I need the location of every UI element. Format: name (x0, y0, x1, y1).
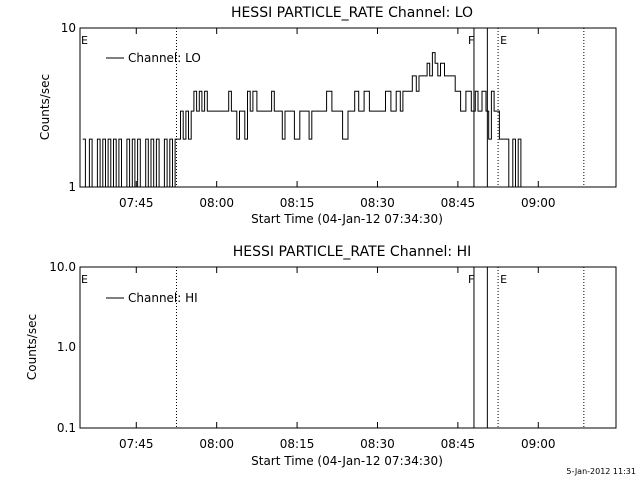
xtick-label-hi-4: 08:45 (441, 437, 476, 451)
ytick-hi-10-0: 10.0 (49, 260, 76, 274)
xtick-label-hi-5: 09:00 (521, 437, 556, 451)
ylabel-lo: Counts/sec (38, 74, 52, 140)
xtick-label-hi-1: 08:00 (199, 437, 234, 451)
xtick-label-lo-4: 08:45 (441, 196, 476, 210)
xtick-label-hi-2: 08:15 (280, 437, 315, 451)
ytick-lo-10: 10 (61, 21, 76, 35)
ytick-lo-1: 1 (68, 180, 76, 194)
series-line-lo (82, 52, 528, 188)
xtick-group-lo: 07:45 08:00 08:15 08:30 08:45 09:00 (119, 28, 556, 210)
ylabel-hi: Counts/sec (25, 314, 39, 380)
xlabel-hi: Start Time (04-Jan-12 07:34:30) (251, 454, 443, 468)
xtick-label-lo-0: 07:45 (119, 196, 154, 210)
ytick-hi-0-1: 0.1 (57, 421, 76, 435)
xtick-label-hi-0: 07:45 (119, 437, 154, 451)
plot-frame-hi (79, 266, 617, 429)
event-marker-label-lo-3: E (500, 34, 507, 47)
event-marker-label-lo-0: E (81, 34, 88, 47)
chart-title-lo: HESSI PARTICLE_RATE Channel: LO (231, 5, 473, 21)
chart-title-hi: HESSI PARTICLE_RATE Channel: HI (233, 244, 471, 260)
xtick-group-hi: 07:45 08:00 08:15 08:30 08:45 09:00 (119, 267, 556, 451)
legend-label-lo: Channel: LO (128, 51, 201, 65)
xtick-label-lo-1: 08:00 (199, 196, 234, 210)
event-marker-label-hi-0: E (81, 273, 88, 286)
xtick-label-lo-2: 08:15 (280, 196, 315, 210)
xtick-label-hi-3: 08:30 (360, 437, 395, 451)
event-marker-label-hi-1: F (468, 273, 474, 286)
chart-panel-hi: HESSI PARTICLE_RATE Channel: HI Counts/s… (25, 244, 617, 468)
xlabel-lo: Start Time (04-Jan-12 07:34:30) (251, 212, 443, 226)
plot-frame-lo (79, 27, 617, 188)
chart-panel-lo: HESSI PARTICLE_RATE Channel: LO Counts/s… (38, 5, 617, 226)
xtick-label-lo-3: 08:30 (360, 196, 395, 210)
event-marker-label-hi-3: E (500, 273, 507, 286)
footer-date: 5-Jan-2012 11:31 (566, 467, 636, 476)
legend-label-hi: Channel: HI (128, 291, 198, 305)
xtick-label-lo-5: 09:00 (521, 196, 556, 210)
event-marker-label-lo-1: F (468, 34, 474, 47)
ytick-hi-1-0: 1.0 (57, 340, 76, 354)
